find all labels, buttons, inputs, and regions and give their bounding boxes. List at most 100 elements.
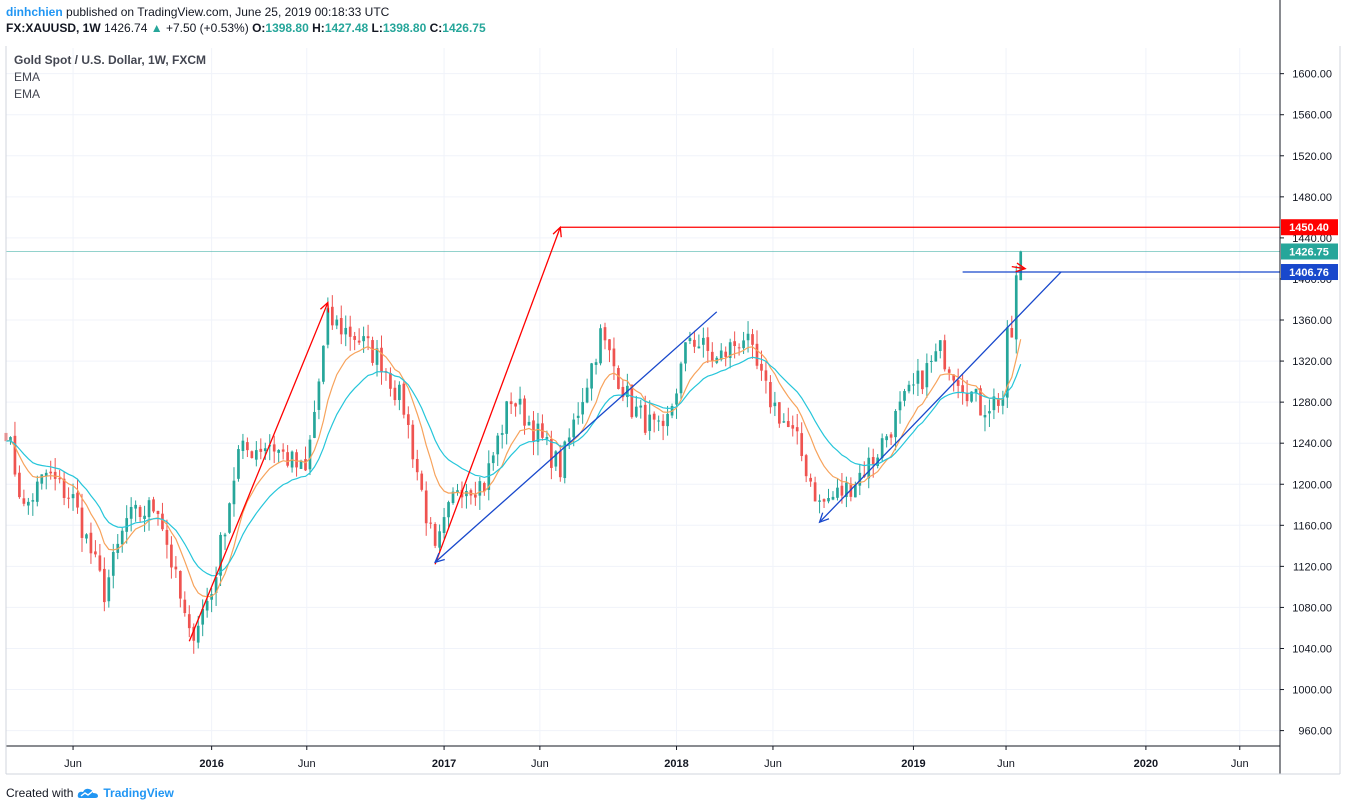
legend-ema-1[interactable]: EMA (14, 70, 41, 84)
symbol-label: FX:XAUUSD, 1W (6, 21, 101, 35)
y-tick-label: 1320.00 (1292, 356, 1332, 368)
candle-body (719, 350, 723, 360)
candle (813, 476, 817, 502)
candle-body (371, 340, 374, 363)
candle-body (840, 485, 844, 496)
price-label-bg (1281, 243, 1338, 260)
candle (223, 532, 227, 550)
candle-body (688, 338, 692, 342)
candle (710, 342, 714, 368)
candle (974, 388, 978, 402)
y-tick-label: 1160.00 (1293, 520, 1332, 532)
candle (786, 407, 790, 428)
candle-body (599, 328, 602, 364)
candle-body (603, 327, 607, 341)
candle-body (643, 404, 647, 433)
x-tick-label: Jun (298, 758, 316, 770)
candle (187, 605, 191, 638)
candle-body (773, 402, 777, 407)
candle (398, 381, 401, 411)
candle (389, 367, 392, 397)
candle-body (451, 491, 455, 504)
candle (170, 536, 173, 579)
candle (237, 445, 240, 482)
candle-body (961, 385, 964, 393)
candle-body (782, 421, 786, 423)
candle-body (223, 534, 227, 537)
candle-body (617, 368, 620, 389)
candle-body (737, 347, 741, 349)
candle (371, 336, 374, 366)
candle (822, 498, 826, 508)
candle (178, 570, 182, 608)
candle-body (921, 370, 924, 390)
candle-body (85, 534, 88, 539)
candle-body (550, 438, 553, 468)
candle-body (800, 433, 804, 456)
candle-body (201, 608, 205, 625)
candle (313, 400, 316, 439)
candle-body (965, 393, 969, 402)
candle (599, 324, 602, 366)
candle-body (652, 413, 656, 420)
candle-body (35, 481, 39, 502)
arrow-head-icon (434, 552, 445, 564)
candle-body (769, 382, 772, 408)
candle-body (13, 435, 17, 475)
candle-body (232, 480, 236, 505)
y-tick-label: 1080.00 (1292, 602, 1332, 614)
candle-body (107, 577, 111, 602)
candle-body (9, 437, 12, 442)
candle-body (777, 402, 781, 424)
drawing-line (819, 271, 1062, 523)
candle (295, 449, 298, 477)
candle-body (246, 442, 249, 451)
candle-body (147, 500, 151, 518)
candle-body (831, 496, 835, 500)
candle (465, 483, 468, 509)
candle (737, 343, 741, 356)
candle (956, 368, 960, 399)
candle (1001, 390, 1005, 415)
x-tick-label: 2016 (199, 758, 223, 770)
candle (116, 534, 120, 560)
candle (728, 338, 732, 369)
candle-body (389, 372, 392, 389)
published-info: published on TradingView.com, June 25, 2… (66, 5, 390, 19)
candle (219, 532, 222, 587)
candle-body (675, 393, 678, 405)
candle-body (818, 500, 821, 502)
drawing-line (1011, 265, 1026, 270)
candle-body (335, 319, 339, 326)
candle-body (317, 381, 321, 410)
tradingview-brand[interactable]: TradingView (103, 786, 174, 800)
candle-body (241, 440, 245, 451)
candle-body (500, 433, 504, 435)
candle (111, 543, 115, 589)
candle-body (143, 515, 146, 519)
high-label: H: (312, 21, 325, 35)
candle (523, 395, 526, 435)
candle (335, 315, 339, 330)
x-tick-label: Jun (1231, 758, 1249, 770)
change-arrow-icon: ▲ (150, 21, 163, 35)
footer: Created with TradingView (6, 786, 174, 800)
candle-body (943, 340, 947, 370)
drawings[interactable] (188, 225, 1280, 642)
candle-body (44, 472, 48, 477)
legend-ema-2[interactable]: EMA (14, 87, 41, 101)
candle (406, 406, 410, 439)
candle-body (62, 478, 66, 498)
change-value: +7.50 (+0.53%) (165, 21, 249, 35)
candle (889, 432, 893, 446)
candle (286, 445, 289, 468)
candle-body (178, 571, 182, 599)
candle-body (134, 504, 137, 509)
author-name[interactable]: dinhchien (6, 5, 63, 19)
candle-body (40, 474, 44, 484)
candle-body (974, 388, 978, 394)
candle-body (442, 517, 446, 533)
candle (469, 488, 473, 505)
candle-body (447, 502, 450, 518)
